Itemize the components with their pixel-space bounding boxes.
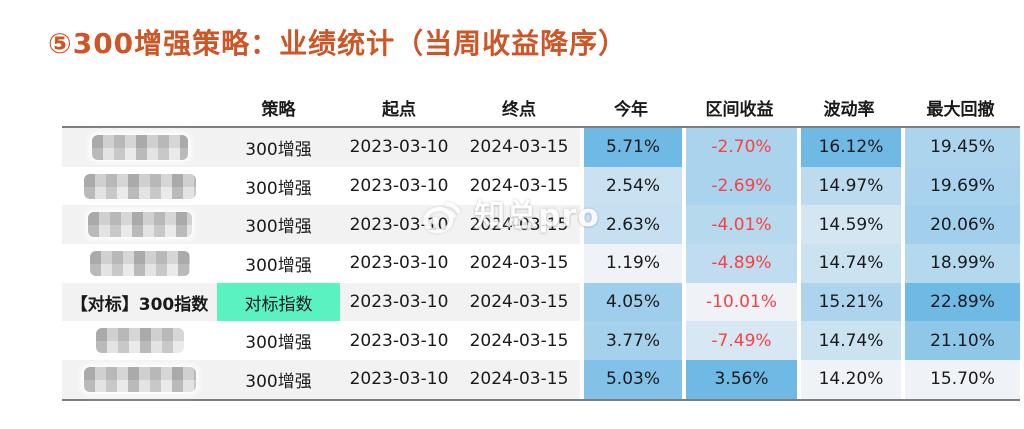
ytd-cell: 5.03% bbox=[580, 360, 682, 399]
ytd-cell: 3.77% bbox=[580, 321, 682, 361]
performance-table: 策略 起点 终点 今年 区间收益 波动率 最大回撤 300增强 2023-03-1… bbox=[62, 88, 1020, 401]
masked-fund-name bbox=[95, 328, 184, 354]
masked-fund-name bbox=[89, 250, 190, 276]
strategy-cell: 300增强 bbox=[217, 360, 340, 399]
strategy-cell: 对标指数 bbox=[217, 282, 340, 322]
table-row: 300增强 2023-03-10 2024-03-15 1.19% -4.89% 14.7… bbox=[62, 244, 1020, 283]
ytd-cell: 2.54% bbox=[580, 166, 682, 206]
interval-return-cell: -7.49% bbox=[682, 321, 797, 361]
interval-return-cell: 3.56% bbox=[682, 360, 797, 399]
max-drawdown-cell: 22.89% bbox=[901, 282, 1020, 322]
volatility-cell: 15.21% bbox=[797, 282, 901, 322]
max-drawdown-cell: 18.99% bbox=[901, 244, 1020, 283]
start-date-cell: 2023-03-10 bbox=[349, 176, 449, 197]
strategy-cell: 300增强 bbox=[245, 178, 312, 199]
ytd-cell: 1.19% bbox=[580, 244, 682, 283]
fund-name-cell: 【对标】300指数 bbox=[62, 282, 217, 322]
fund-name-cell bbox=[62, 128, 217, 167]
strategy-cell: 300增强 bbox=[217, 128, 340, 167]
fund-name-cell bbox=[62, 205, 217, 245]
header-max-drawdown: 最大回撤 bbox=[926, 99, 995, 120]
header-ytd: 今年 bbox=[614, 99, 648, 120]
fund-name-cell bbox=[62, 360, 217, 399]
header-end-date: 终点 bbox=[502, 99, 536, 120]
interval-return-cell: -2.69% bbox=[682, 166, 797, 206]
header-volatility: 波动率 bbox=[823, 99, 875, 120]
table-row-benchmark: 【对标】300指数 对标指数 2023-03-10 2024-03-15 4.05% -1… bbox=[62, 282, 1020, 322]
table-row: 300增强 2023-03-10 2024-03-15 2.63% -4.01% 14.5… bbox=[62, 205, 1020, 245]
table-header-row: 策略 起点 终点 今年 区间收益 波动率 最大回撤 bbox=[62, 88, 1020, 128]
header-start-date: 起点 bbox=[382, 99, 416, 120]
start-date-cell: 2023-03-10 bbox=[340, 360, 458, 399]
end-date-cell: 2024-03-15 bbox=[458, 360, 580, 399]
end-date-cell: 2024-03-15 bbox=[458, 128, 580, 167]
strategy-cell: 300增强 bbox=[245, 333, 312, 354]
table-row: 300增强 2023-03-10 2024-03-15 5.03% 3.56% 14.20… bbox=[62, 360, 1020, 399]
masked-fund-name bbox=[91, 134, 188, 160]
start-date-cell: 2023-03-10 bbox=[349, 330, 449, 351]
max-drawdown-cell: 20.06% bbox=[901, 205, 1020, 245]
start-date-cell: 2023-03-10 bbox=[340, 128, 458, 167]
start-date-cell: 2023-03-10 bbox=[349, 253, 449, 274]
end-date-cell: 2024-03-15 bbox=[469, 176, 569, 197]
volatility-cell: 16.12% bbox=[797, 128, 901, 167]
table-body: 300增强 2023-03-10 2024-03-15 5.71% -2.70% 16.1… bbox=[62, 128, 1020, 401]
table-row: 300增强 2023-03-10 2024-03-15 3.77% -7.49% 14.7… bbox=[62, 321, 1020, 361]
start-date-cell: 2023-03-10 bbox=[340, 205, 458, 245]
volatility-cell: 14.59% bbox=[797, 205, 901, 245]
volatility-cell: 14.74% bbox=[797, 321, 901, 361]
header-strategy: 策略 bbox=[261, 99, 296, 120]
page-title: ⑤300增强策略：业绩统计（当周收益降序） bbox=[48, 27, 628, 60]
strategy-cell: 300增强 bbox=[217, 205, 340, 245]
interval-return-cell: -4.01% bbox=[682, 205, 797, 245]
end-date-cell: 2024-03-15 bbox=[469, 330, 569, 351]
ytd-cell: 5.71% bbox=[580, 128, 682, 167]
max-drawdown-cell: 15.70% bbox=[901, 360, 1020, 399]
interval-return-cell: -2.70% bbox=[682, 128, 797, 167]
volatility-cell: 14.74% bbox=[797, 244, 901, 283]
masked-fund-name bbox=[83, 173, 196, 199]
max-drawdown-cell: 19.45% bbox=[901, 128, 1020, 167]
ytd-cell: 4.05% bbox=[580, 282, 682, 322]
volatility-cell: 14.20% bbox=[797, 360, 901, 399]
masked-fund-name bbox=[83, 366, 196, 392]
header-interval-return: 区间收益 bbox=[705, 99, 774, 120]
max-drawdown-cell: 21.10% bbox=[901, 321, 1020, 361]
table-row: 300增强 2023-03-10 2024-03-15 5.71% -2.70% 16.1… bbox=[62, 128, 1020, 167]
interval-return-cell: -4.89% bbox=[682, 244, 797, 283]
strategy-cell: 300增强 bbox=[245, 255, 312, 276]
end-date-cell: 2024-03-15 bbox=[458, 205, 580, 245]
fund-name-cell bbox=[62, 321, 217, 360]
end-date-cell: 2024-03-15 bbox=[458, 282, 580, 322]
end-date-cell: 2024-03-15 bbox=[469, 253, 569, 274]
volatility-cell: 14.97% bbox=[797, 166, 901, 206]
masked-fund-name bbox=[87, 212, 192, 238]
table-row: 300增强 2023-03-10 2024-03-15 2.54% -2.69% 14.9… bbox=[62, 166, 1020, 206]
start-date-cell: 2023-03-10 bbox=[340, 282, 458, 322]
interval-return-cell: -10.01% bbox=[682, 282, 797, 322]
ytd-cell: 2.63% bbox=[580, 205, 682, 245]
max-drawdown-cell: 19.69% bbox=[901, 166, 1020, 206]
fund-name-cell bbox=[62, 167, 217, 206]
fund-name-cell bbox=[62, 244, 217, 283]
